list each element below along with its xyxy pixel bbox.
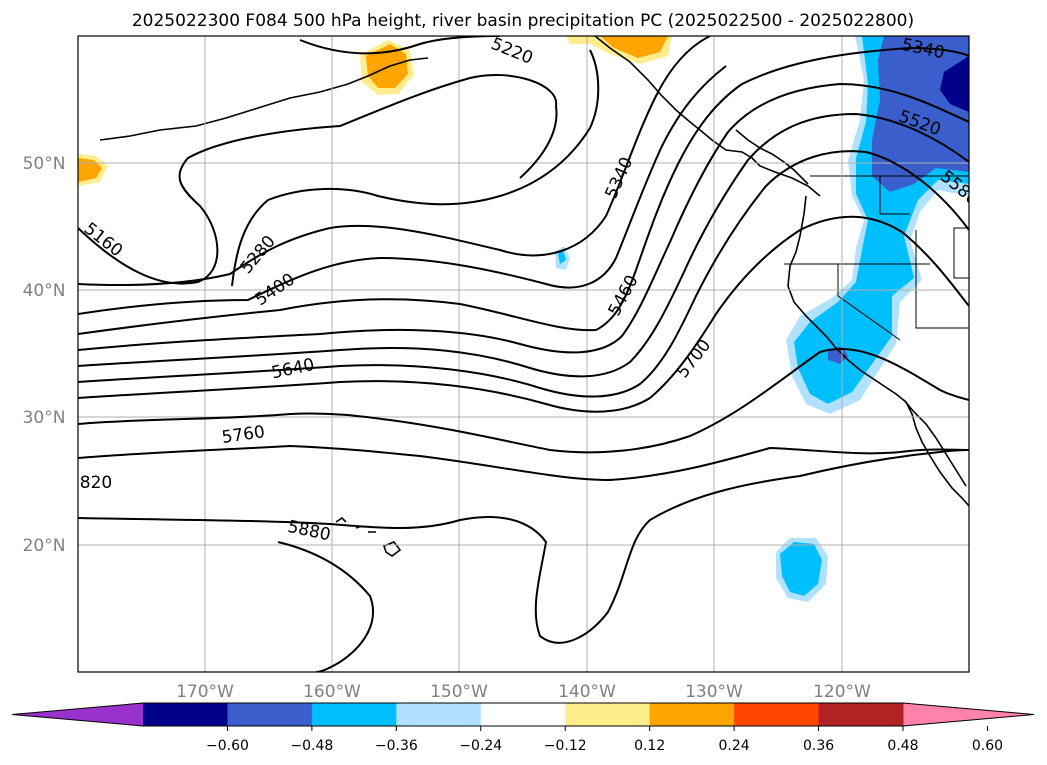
aleutian-chain [99,57,429,141]
contour-5520 [78,82,969,354]
bc-coast [735,129,809,185]
lon-tick-label: 170°W [176,682,234,702]
colorbar-tick-label: 0.12 [634,738,665,754]
colorbar-tick-label: −0.36 [375,738,418,754]
colorbar-segment [565,703,651,726]
precip-negative-north-core [940,56,969,112]
precip-positive-aleutian-core [366,44,408,88]
contour-label: 5220 [488,34,536,69]
contour-5460 [78,46,969,335]
precip-negative-island-core [780,542,822,596]
map-frame [77,35,970,673]
precip-negative-small-core [558,250,566,264]
contour-label: 5340 [601,154,637,202]
contour-5160 [78,74,558,285]
colorbar: −0.60 −0.48 −0.36 −0.24 −0.12 0.12 0.24 0.36 0.4… [11,702,1035,754]
contour-5280 [231,49,600,287]
precip-shading [78,36,969,602]
lon-tick-label: 150°W [430,682,488,702]
colorbar-extend-high [903,703,1034,726]
hawaii-islands [335,516,402,557]
colorbar-tick-label: −0.60 [206,738,249,754]
colorbar-tick-label: 0.36 [803,738,834,754]
contour-label: 5280 [237,232,280,278]
lat-tick-labels: 50°N 40°N 30°N 20°N [23,154,66,556]
colorbar-segment [734,703,820,726]
contour-5640 [78,150,969,398]
colorbar-segment [227,703,313,726]
lat-tick-label: 50°N [23,154,66,174]
contour-5580 [78,112,969,378]
contour-label: 820 [80,473,112,493]
colorbar-tick-label: 0.24 [719,738,750,754]
contour-label: 5700 [673,336,715,382]
baja-gulf-coast [903,399,967,487]
colorbar-extend-low [12,703,143,726]
lat-tick-label: 20°N [23,536,66,556]
contour-label: 5160 [80,219,126,261]
colorbar-tick-label: −0.12 [544,738,587,754]
lon-tick-label: 160°W [303,682,361,702]
precip-negative-socal [828,346,848,364]
colorbar-segment [143,703,228,726]
precip-positive-alaska-core [600,36,668,58]
lon-tick-label: 120°W [813,682,871,702]
contour-5400 [78,65,727,315]
colorbar-segment [396,703,482,726]
colorbar-tick-label: 0.60 [972,738,1003,754]
colorbar-segment [311,703,397,726]
state-borders [784,175,969,341]
contour-5880 [78,449,969,644]
colorbar-segment [480,703,566,726]
contour-5880-south [277,541,375,672]
height-contours [78,36,969,672]
colorbar-segment [818,703,904,726]
coastlines [99,36,969,557]
contour-5700 [78,215,969,413]
colorbar-outline [11,702,1035,727]
colorbar-tick-label: −0.48 [290,738,333,754]
contour-label: 5400 [252,269,299,310]
colorbar-tick-label: −0.24 [459,738,502,754]
contour-label: 5760 [220,422,266,448]
colorbar-tick-label: 0.48 [887,738,918,754]
us-west-coast [787,195,969,507]
lat-tick-label: 30°N [23,408,66,428]
contour-label: 5880 [286,517,332,546]
contour-5820 [78,444,969,482]
lon-tick-label: 130°W [685,682,743,702]
map-title: 2025022300 F084 500 hPa height, river ba… [132,11,914,31]
precip-positive-west-core [78,158,102,182]
colorbar-segment [649,703,735,726]
map-area: 5220 5340 5160 5280 5400 5520 5460 5580 … [78,34,969,672]
lon-tick-label: 140°W [558,682,616,702]
contour-5340 [78,36,711,286]
contour-5760 [78,347,969,454]
lat-tick-label: 40°N [23,281,66,301]
contour-5220 [299,36,501,55]
contour-label: 5640 [270,355,316,384]
lon-tick-labels: 170°W 160°W 150°W 140°W 130°W 120°W [176,682,871,702]
